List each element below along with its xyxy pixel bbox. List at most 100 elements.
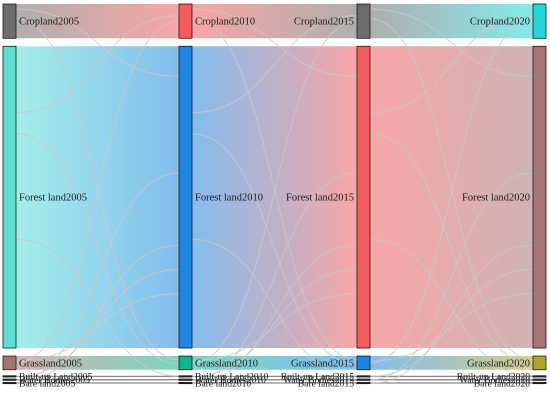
node-grassland2015 <box>356 355 371 371</box>
label-cropland2015: Cropland2015 <box>294 17 354 28</box>
node-cropland2010 <box>178 3 193 39</box>
node-builtup2010 <box>178 375 193 378</box>
node-grassland2005 <box>2 355 17 371</box>
node-bare2005 <box>2 381 17 385</box>
node-forest2015 <box>356 45 371 349</box>
sankey-link-grassland2010-grassland2015 <box>192 356 357 370</box>
label-cropland2005: Cropland2005 <box>19 17 79 28</box>
label-grassland2005: Grassland2005 <box>19 358 82 369</box>
label-forest2005: Forest land2005 <box>19 193 87 204</box>
sankey-cross-link <box>369 133 534 365</box>
sankey-cross-link <box>191 18 358 361</box>
sankey-cross-link <box>191 8 358 78</box>
sankey-cross-link <box>191 268 358 378</box>
node-builtup2020 <box>532 375 547 378</box>
label-cropland2010: Cropland2010 <box>195 17 255 28</box>
label-bare2020: Bare land2020 <box>474 378 530 389</box>
sankey-link-builtup2015-builtup2020 <box>370 375 533 378</box>
sankey-cross-link <box>369 244 534 384</box>
label-forest2015: Forest land2015 <box>286 193 354 204</box>
sankey-nodes <box>2 3 547 385</box>
sankey-cross-link <box>191 133 358 365</box>
label-grassland2020: Grassland2020 <box>467 358 530 369</box>
sankey-link-forest2015-forest2020 <box>370 46 533 349</box>
label-builtup2020: Built-up Land2020 <box>457 372 530 383</box>
sankey-link-bare2015-bare2020 <box>370 382 533 384</box>
label-bare2005: Bare land2005 <box>19 378 75 389</box>
label-cropland2020: Cropland2020 <box>470 17 530 28</box>
sankey-link-cropland2015-cropland2020 <box>370 4 533 39</box>
node-bare2020 <box>532 381 547 385</box>
node-grassland2020 <box>532 355 547 371</box>
sankey-cross-link <box>369 238 534 377</box>
node-water2005 <box>2 378 17 381</box>
sankey-link-bare2010-bare2015 <box>192 382 357 384</box>
sankey-link-builtup2010-builtup2015 <box>192 375 357 378</box>
sankey-cross-link <box>15 172 180 381</box>
sankey-cross-link <box>369 20 534 364</box>
sankey-cross-link <box>15 20 180 364</box>
sankey-cross-link <box>15 8 180 78</box>
node-water2020 <box>532 378 547 381</box>
node-cropland2015 <box>356 3 371 39</box>
sankey-labels: Cropland2005 Forest land2005 Grassland2005… <box>19 17 530 390</box>
node-forest2005 <box>2 45 17 349</box>
sankey-cross-link <box>15 244 180 384</box>
sankey-cross-link <box>15 18 180 361</box>
sankey-cross-link <box>191 20 358 364</box>
sankey-link-cropland2010-cropland2015 <box>192 4 357 39</box>
sankey-link-forest2010-forest2015 <box>192 46 357 349</box>
sankey-links <box>16 4 533 384</box>
label-forest2010: Forest land2010 <box>195 193 263 204</box>
sankey-cross-links <box>15 8 534 384</box>
sankey-cross-link <box>369 8 534 78</box>
sankey-cross-link <box>191 238 358 377</box>
sankey-cross-link <box>191 293 358 362</box>
label-water2010: Water Bodies2010 <box>195 375 266 386</box>
node-bare2015 <box>356 381 371 385</box>
label-builtup2005: Built-up Land2005 <box>19 372 92 383</box>
sankey-cross-link <box>15 268 180 378</box>
sankey-link-water2010-water2015 <box>192 379 357 381</box>
node-forest2010 <box>178 45 193 349</box>
sankey-link-grassland2015-grassland2020 <box>370 356 533 370</box>
label-builtup2010: Built-up Land2010 <box>195 372 268 383</box>
sankey-link-forest2005-forest2010 <box>16 46 179 349</box>
sankey-link-water2015-water2020 <box>370 379 533 381</box>
sankey-cross-link <box>191 172 358 381</box>
sankey-cross-link <box>191 15 358 114</box>
node-grassland2010 <box>178 355 193 371</box>
label-bare2015: Bare land2015 <box>298 378 354 389</box>
sankey-link-water2005-water2010 <box>16 379 179 381</box>
sankey-cross-link <box>15 15 180 114</box>
node-builtup2005 <box>2 375 17 378</box>
sankey-cross-link <box>369 268 534 378</box>
label-builtup2015: Built-up Land2015 <box>281 372 354 383</box>
sankey-cross-link <box>15 293 180 362</box>
label-forest2020: Forest land2020 <box>462 193 530 204</box>
sankey-link-builtup2005-builtup2010 <box>16 375 179 378</box>
node-water2010 <box>178 378 193 381</box>
sankey-cross-link <box>369 18 534 361</box>
sankey-cross-link <box>369 172 534 381</box>
label-grassland2015: Grassland2015 <box>291 358 354 369</box>
node-cropland2005 <box>2 3 17 39</box>
sankey-cross-link <box>15 133 180 365</box>
sankey-cross-link <box>369 15 534 114</box>
node-forest2020 <box>532 45 547 349</box>
sankey-link-grassland2005-grassland2010 <box>16 356 179 370</box>
sankey-link-cropland2005-cropland2010 <box>16 4 179 39</box>
sankey-cross-link <box>369 293 534 362</box>
label-water2005: Water Bodies2005 <box>19 375 90 386</box>
label-water2015: Water Bodies2015 <box>283 375 354 386</box>
label-grassland2010: Grassland2010 <box>195 358 258 369</box>
sankey-cross-link <box>15 238 180 377</box>
sankey-cross-link <box>191 244 358 384</box>
node-water2015 <box>356 378 371 381</box>
sankey-link-bare2005-bare2010 <box>16 382 179 384</box>
label-water2020: Water Bodies2020 <box>459 375 530 386</box>
node-cropland2020 <box>532 3 547 39</box>
node-bare2010 <box>178 381 193 385</box>
label-bare2010: Bare land2010 <box>195 378 251 389</box>
